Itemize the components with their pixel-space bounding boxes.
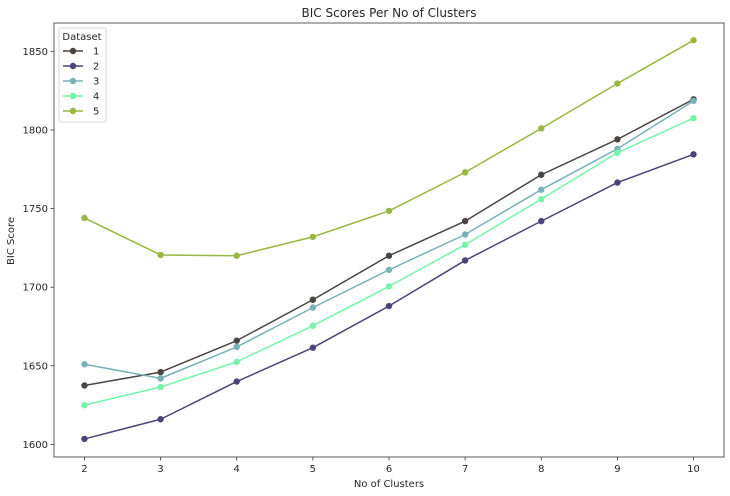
data-point-series-2 [461,257,469,264]
data-point-series-3 [309,304,317,311]
data-point-series-2 [309,344,317,351]
data-point-series-5 [233,252,240,259]
data-point-series-2 [690,151,697,158]
data-point-series-5 [157,251,164,259]
legend-label-4: 4 [93,92,99,103]
data-point-series-4 [538,195,545,203]
data-point-series-1 [385,252,393,259]
data-point-series-2 [614,179,621,186]
data-point-series-5 [461,169,469,176]
y-tick-label: 1650 [23,361,48,372]
y-tick-label: 1850 [23,47,48,58]
data-point-series-2 [385,302,393,310]
x-tick-label: 2 [81,464,87,475]
legend-label-3: 3 [93,77,99,88]
plot-area: 2 3 4 5 6 7 8 9 10 1600 1650 1700 1750 1800 1850 [23,37,700,475]
data-point-series-3 [538,186,545,193]
data-point-series-2 [233,378,240,385]
legend: Dataset 1 2 3 4 5 [58,27,107,123]
legend-marker-4 [69,92,77,100]
x-axis-label: No of Clusters [354,479,424,490]
plot-frame [53,22,725,458]
legend-marker-1 [69,47,77,55]
data-point-series-4 [461,241,469,248]
data-point-series-2 [81,435,88,443]
y-tick-label: 1700 [23,283,48,294]
data-point-series-5 [538,125,545,132]
data-point-series-4 [233,358,240,366]
data-point-series-1 [614,136,621,143]
data-point-series-1 [233,337,240,344]
data-point-series-4 [690,114,697,122]
y-tick-label: 1750 [23,204,48,215]
y-tick-label: 1800 [23,125,48,136]
chart-title: BIC Scores Per No of Clusters [302,6,477,20]
x-tick-label: 10 [687,464,700,475]
data-point-series-1 [461,217,469,225]
data-point-series-4 [614,149,621,156]
data-point-series-1 [157,368,164,376]
x-tick-label: 9 [614,464,620,475]
legend-title: Dataset [62,32,101,43]
data-point-series-2 [157,416,164,423]
legend-label-5: 5 [93,107,99,118]
data-point-series-2 [538,217,545,225]
data-point-series-4 [157,383,164,391]
x-tick-label: 3 [157,464,163,475]
x-tick-label: 8 [538,464,544,475]
data-point-series-5 [690,37,697,44]
data-point-series-3 [157,375,164,382]
legend-marker-3 [69,77,77,85]
x-tick-label: 4 [234,464,240,475]
y-axis-label: BIC Score [6,217,17,265]
data-point-series-1 [538,171,545,178]
x-tick-label: 7 [462,464,468,475]
data-point-series-1 [309,296,317,303]
data-point-series-3 [461,231,469,238]
data-point-series-5 [81,214,88,222]
data-point-series-5 [309,233,317,241]
data-point-series-3 [81,361,88,368]
legend-label-2: 2 [93,62,99,73]
y-tick-label: 1600 [23,440,48,451]
data-point-series-5 [385,207,393,215]
data-point-series-5 [614,80,621,87]
legend-marker-5 [69,107,77,115]
data-point-series-3 [385,266,393,274]
data-point-series-3 [233,343,240,351]
data-point-series-4 [385,283,393,290]
data-point-series-4 [81,401,88,409]
x-tick-label: 6 [386,464,392,475]
data-point-series-1 [81,382,88,389]
legend-label-1: 1 [93,47,99,58]
x-tick-label: 5 [310,464,316,475]
legend-marker-2 [69,62,77,70]
data-point-series-4 [309,322,317,329]
data-point-series-3 [690,97,697,105]
